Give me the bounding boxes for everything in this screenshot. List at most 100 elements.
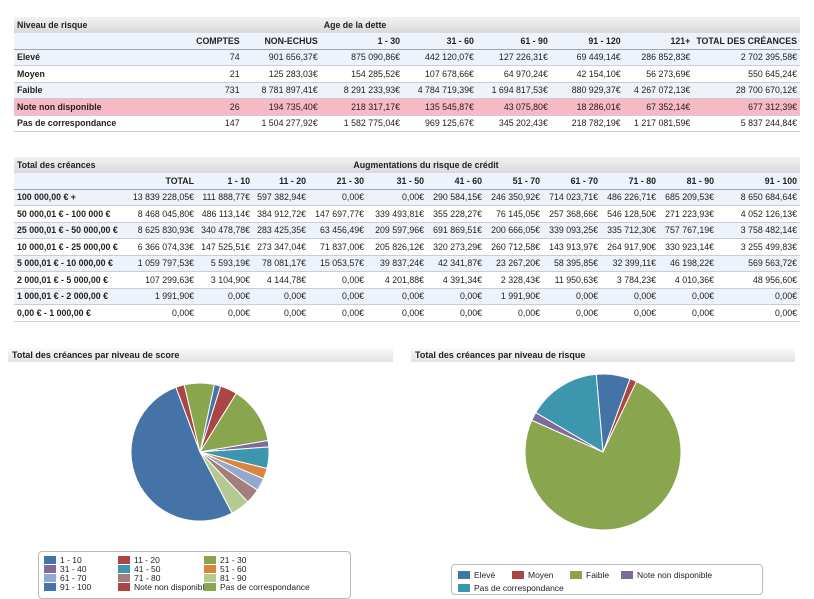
legend-swatch [204, 565, 216, 573]
legend-item[interactable]: 71 - 80 [118, 573, 160, 583]
legend-item[interactable]: Note non disponible [621, 570, 712, 580]
risk-table-title-row: Niveau de risque Age de la dette [14, 17, 800, 33]
table-row: 0,00 € - 1 000,00 € 0,00€ 0,00€ 0,00€ 0,… [14, 304, 800, 322]
legend-item[interactable]: 1 - 10 [44, 555, 82, 565]
legend-swatch [458, 584, 470, 592]
risk-pie-slice-4[interactable] [535, 373, 604, 453]
table-row: Elevé 74 901 656,37€ 875 090,86€ 442 120… [14, 49, 800, 66]
age-title: Age de la dette [320, 17, 551, 33]
column-header: NON-ECHUS [242, 33, 321, 50]
table-row: 50 000,01 € - 100 000 € 8 468 045,80€ 48… [14, 205, 800, 223]
legend-item[interactable]: Pas de correspondance [204, 582, 310, 592]
column-header: 81 - 90 [659, 173, 717, 190]
legend-swatch [204, 556, 216, 564]
legend-label: 11 - 20 [134, 555, 160, 565]
legend-label: 91 - 100 [60, 582, 92, 592]
column-header: 61 - 70 [543, 173, 601, 190]
column-header: 91 - 100 [717, 173, 800, 190]
column-header: TOTAL [125, 173, 197, 190]
legend-swatch [44, 574, 56, 582]
table-row: 25 000,01 € - 50 000,00 € 8 625 830,93€ … [14, 222, 800, 239]
legend-item[interactable]: 61 - 70 [44, 573, 86, 583]
legend-item[interactable]: Moyen [512, 570, 554, 580]
legend-label: 31 - 40 [60, 564, 87, 574]
table-row: 10 000,01 € - 25 000,00 € 6 366 074,33€ … [14, 238, 800, 256]
table-row: 5 000,01 € - 10 000,00 € 1 059 797,53€ 5… [14, 255, 800, 272]
legend-label: 61 - 70 [60, 573, 87, 583]
legend-item[interactable]: 51 - 60 [204, 564, 246, 574]
legend-label: 51 - 60 [220, 564, 247, 574]
table-row: 1 000,01 € - 2 000,00 € 1 991,90€ 0,00€ … [14, 288, 800, 305]
legend-label: 1 - 10 [60, 555, 82, 565]
legend-item[interactable]: 21 - 30 [204, 555, 246, 565]
risk-table: Niveau de risque Age de la dette COMPTES… [14, 17, 800, 132]
legend-swatch [44, 556, 56, 564]
legend-item[interactable]: 41 - 50 [118, 564, 160, 574]
risk-chart-title: Total des créances par niveau de risque [411, 348, 795, 362]
column-header: 31 - 50 [367, 173, 427, 190]
risk-pie-slice-2[interactable] [524, 380, 682, 531]
table-row: Pas de correspondance 147 1 504 277,92€ … [14, 115, 800, 132]
legend-item[interactable]: 91 - 100 [44, 582, 91, 592]
legend-label: Faible [586, 570, 610, 580]
table-row: Moyen 21 125 283,03€ 154 285,52€ 107 678… [14, 65, 800, 83]
legend-item[interactable]: 31 - 40 [44, 564, 86, 574]
score-pie-slice-2[interactable] [198, 392, 269, 453]
legend-swatch [621, 571, 633, 579]
risk-table-header-row: COMPTES NON-ECHUS 1 - 30 31 - 60 61 - 90… [14, 33, 800, 50]
score-pie-slice-9[interactable] [130, 386, 233, 522]
column-header: 31 - 60 [403, 33, 477, 50]
legend-swatch [118, 574, 130, 582]
column-header: COMPTES [162, 33, 243, 50]
column-header: 11 - 20 [253, 173, 309, 190]
column-header: 41 - 60 [427, 173, 485, 190]
table-row: Faible 731 8 781 897,41€ 8 291 233,93€ 4… [14, 82, 800, 99]
legend-swatch [204, 574, 216, 582]
legend-label: 81 - 90 [220, 573, 247, 583]
legend-label: Note non disponible [637, 570, 713, 580]
risk-table-title: Niveau de risque [14, 17, 163, 33]
table-row: 2 000,01 € - 5 000,00 € 107 299,63€ 3 10… [14, 271, 800, 289]
growth-sub-title: Augmentations du risque de crédit [309, 157, 543, 173]
legend-item[interactable]: Pas de correspondance [458, 583, 564, 593]
legend-label: Pas de correspondance [220, 582, 310, 592]
column-header: 51 - 70 [485, 173, 543, 190]
legend-item[interactable]: 11 - 20 [118, 555, 160, 565]
legend-label: Note non disponible [134, 582, 210, 592]
table-row: 100 000,00 € + 13 839 228,05€ 111 888,77… [14, 189, 800, 206]
growth-table: Total des créances Augmentations du risq… [14, 157, 800, 322]
legend-swatch [512, 571, 524, 579]
legend-swatch [570, 571, 582, 579]
legend-label: Pas de correspondance [474, 583, 564, 593]
column-header: 1 - 10 [197, 173, 253, 190]
legend-item[interactable]: Note non disponible [118, 582, 209, 592]
legend-label: 41 - 50 [134, 564, 161, 574]
legend-swatch [118, 556, 130, 564]
growth-table-header-row: TOTAL 1 - 10 11 - 20 21 - 30 31 - 50 41 … [14, 173, 800, 190]
legend-swatch [44, 565, 56, 573]
legend-swatch [118, 565, 130, 573]
legend-label: Elevé [474, 570, 496, 580]
legend-swatch [458, 571, 470, 579]
score-legend: 1 - 10 11 - 20 21 - 30 31 - 40 41 - 50 51 - 6… [38, 551, 351, 599]
legend-item[interactable]: Elevé [458, 570, 495, 580]
column-header: 21 - 30 [309, 173, 367, 190]
growth-table-title: Total des créances [14, 157, 125, 173]
legend-swatch [118, 583, 130, 591]
risk-legend: Elevé Moyen Faible Note non disponible Pas d… [451, 564, 763, 595]
score-pie-slice-11[interactable] [183, 382, 215, 453]
legend-label: Moyen [528, 570, 554, 580]
legend-label: 71 - 80 [134, 573, 161, 583]
legend-item[interactable]: Faible [570, 570, 609, 580]
column-header: 121+ [623, 33, 694, 50]
legend-swatch [204, 583, 216, 591]
score-chart-title: Total des créances par niveau de score [8, 348, 393, 362]
legend-swatch [44, 583, 56, 591]
column-header: 61 - 90 [476, 33, 551, 50]
legend-item[interactable]: 81 - 90 [204, 573, 246, 583]
column-header: 91 - 120 [550, 33, 624, 50]
table-row-highlighted: Note non disponible 26 194 735,40€ 218 3… [14, 98, 800, 116]
column-header: 1 - 30 [320, 33, 404, 50]
legend-label: 21 - 30 [220, 555, 247, 565]
